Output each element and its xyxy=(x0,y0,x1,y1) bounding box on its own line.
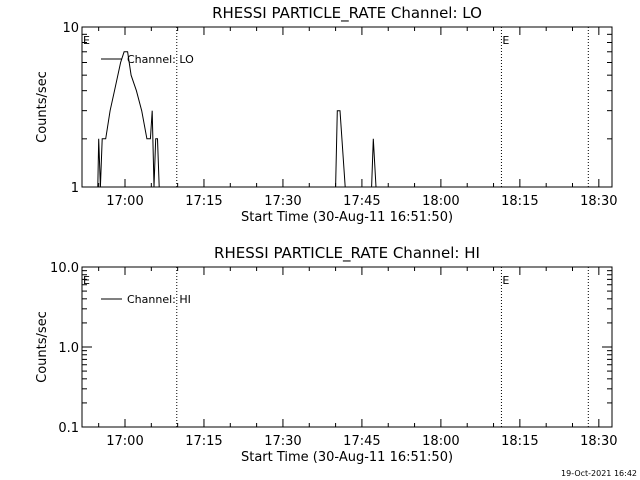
y-tick-label: 10 xyxy=(62,21,79,36)
x-tick-label: 17:45 xyxy=(343,194,380,209)
time-marker-label: E xyxy=(502,274,509,287)
x-tick-label: 17:15 xyxy=(185,194,222,209)
x-tick-label: 18:30 xyxy=(580,194,617,209)
x-axis-label: Start Time (30-Aug-11 16:51:50) xyxy=(241,450,453,465)
legend-label: Channel: LO xyxy=(127,53,194,66)
y-axis-label: Counts/sec xyxy=(35,311,50,383)
x-tick-label: 18:15 xyxy=(501,194,538,209)
chart-panel: RHESSI PARTICLE_RATE Channel: LO 17:00 17:… xyxy=(35,4,618,225)
series-line xyxy=(97,51,377,188)
x-tick-label: 17:00 xyxy=(106,194,143,209)
chart-panel: RHESSI PARTICLE_RATE Channel: HI 17:00 17:… xyxy=(35,244,618,465)
x-tick-label: 17:15 xyxy=(185,434,222,449)
chart-title: RHESSI PARTICLE_RATE Channel: HI xyxy=(214,244,480,263)
time-marker-label: E xyxy=(83,274,90,287)
x-tick-label: 17:45 xyxy=(343,434,380,449)
y-tick-label: 10.0 xyxy=(50,261,79,276)
y-tick-label: 1 xyxy=(71,181,79,196)
x-tick-label: 17:30 xyxy=(264,434,301,449)
time-marker-label: E xyxy=(502,34,509,47)
x-tick-label: 18:15 xyxy=(501,434,538,449)
x-axis-label: Start Time (30-Aug-11 16:51:50) xyxy=(241,210,453,225)
y-tick-label: 1.0 xyxy=(58,341,79,356)
y-axis-label: Counts/sec xyxy=(35,71,50,143)
x-tick-label: 18:30 xyxy=(580,434,617,449)
x-tick-label: 17:00 xyxy=(106,434,143,449)
x-tick-label: 17:30 xyxy=(264,194,301,209)
generation-timestamp: 19-Oct-2021 16:42 xyxy=(561,469,637,478)
x-tick-label: 18:00 xyxy=(422,434,459,449)
x-tick-label: 18:00 xyxy=(422,194,459,209)
legend-label: Channel: HI xyxy=(127,293,191,306)
chart-title: RHESSI PARTICLE_RATE Channel: LO xyxy=(212,4,482,23)
time-marker-label: E xyxy=(83,34,90,47)
y-tick-label: 0.1 xyxy=(58,421,79,436)
